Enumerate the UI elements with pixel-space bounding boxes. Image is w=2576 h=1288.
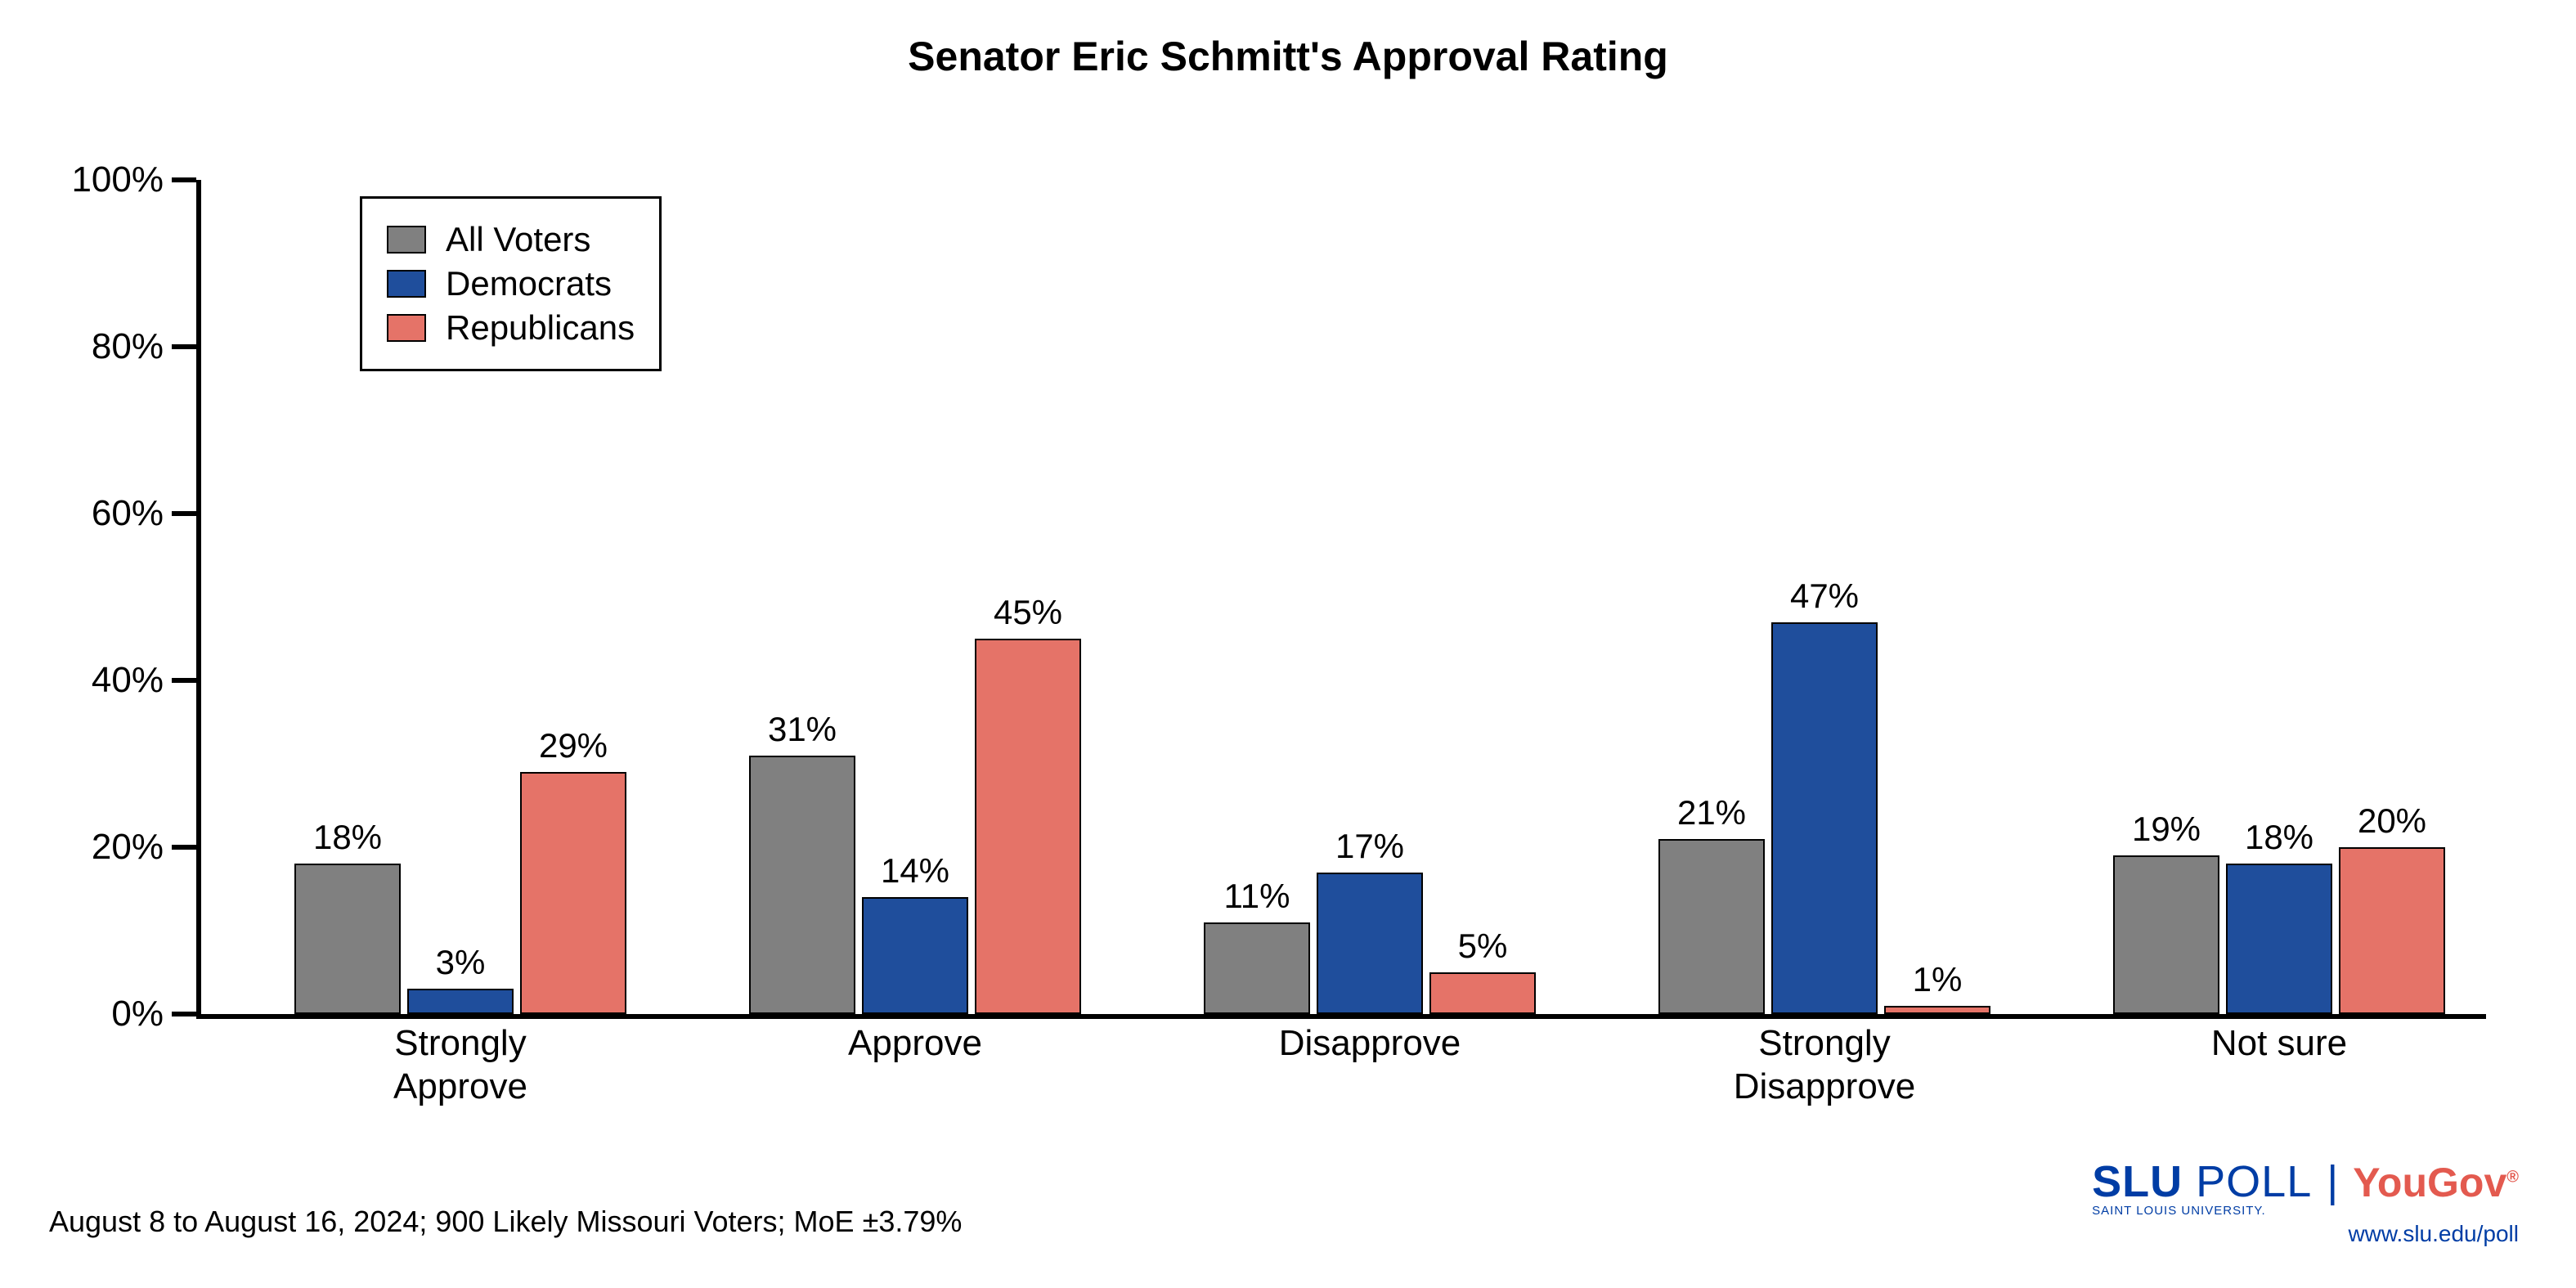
y-axis [196,180,201,1014]
yougov-text: YouGov [2353,1160,2506,1205]
bar-value-label: 47% [1773,577,1876,616]
legend-label: All Voters [446,220,590,259]
bar-value-label: 21% [1660,793,1763,832]
bar: 19% [2113,855,2219,1014]
bar: 47% [1771,622,1878,1014]
y-tick-label: 60% [0,493,164,534]
poll-word: POLL [2196,1157,2312,1206]
bar-value-label: 19% [2115,810,2218,849]
legend-swatch [387,270,426,298]
legend-swatch [387,226,426,254]
bar-value-label: 3% [409,943,512,982]
bar: 18% [2226,864,2332,1014]
category-label: Approve [700,1022,1130,1066]
y-tick [172,845,196,850]
y-tick-label: 100% [0,159,164,200]
y-tick [172,177,196,182]
bar: 3% [407,989,514,1014]
legend-label: Democrats [446,264,612,303]
yougov-logo: YouGov® [2353,1159,2519,1206]
yougov-reg-mark: ® [2506,1168,2519,1186]
branding-block: SLU POLL SAINT LOUIS UNIVERSITY. | YouGo… [2092,1156,2519,1247]
bar: 14% [862,897,968,1014]
x-axis [196,1014,2486,1019]
category-label: StronglyDisapprove [1609,1022,2040,1109]
chart-container: Senator Eric Schmitt's Approval Rating 0… [0,0,2576,1288]
brand-separator: | [2327,1156,2338,1207]
branding-top-row: SLU POLL SAINT LOUIS UNIVERSITY. | YouGo… [2092,1156,2519,1218]
bar: 45% [975,639,1081,1014]
category-label: Not sure [2064,1022,2494,1066]
legend-item: All Voters [387,220,635,259]
y-tick [172,1012,196,1016]
y-tick [172,678,196,683]
chart-legend: All Voters Democrats Republicans [360,196,662,371]
slu-word: SLU [2092,1157,2183,1206]
bar: 29% [520,772,626,1014]
category-label: Disapprove [1155,1022,1585,1066]
slu-poll-main: SLU POLL [2092,1160,2312,1204]
chart-title: Senator Eric Schmitt's Approval Rating [0,33,2576,80]
bar: 20% [2339,847,2445,1014]
bar: 5% [1429,972,1536,1014]
bar: 21% [1658,839,1765,1014]
bar: 31% [749,756,855,1014]
bar: 1% [1884,1006,1990,1014]
bar-value-label: 17% [1318,827,1421,866]
legend-swatch [387,314,426,342]
bar-group: 21%47%1% [1658,180,1990,1014]
brand-url: www.slu.edu/poll [2092,1221,2519,1247]
bar-group: 31%14%45% [749,180,1081,1014]
legend-item: Republicans [387,308,635,348]
chart-footnote: August 8 to August 16, 2024; 900 Likely … [49,1205,962,1239]
bar-value-label: 29% [522,726,625,765]
bar-group: 19%18%20% [2113,180,2445,1014]
category-label: StronglyApprove [245,1022,675,1109]
bar-value-label: 45% [976,593,1079,632]
bar-value-label: 1% [1886,960,1989,999]
y-tick-label: 0% [0,994,164,1034]
slu-poll-logo: SLU POLL SAINT LOUIS UNIVERSITY. [2092,1160,2312,1218]
y-tick [172,344,196,349]
y-tick-label: 20% [0,827,164,868]
slu-poll-subtitle: SAINT LOUIS UNIVERSITY. [2092,1204,2266,1218]
bar-group: 11%17%5% [1204,180,1536,1014]
y-tick-label: 40% [0,660,164,701]
bar-value-label: 20% [2340,801,2444,841]
legend-item: Democrats [387,264,635,303]
bar-value-label: 11% [1205,877,1308,916]
bar: 11% [1204,922,1310,1014]
bar-value-label: 14% [864,851,967,891]
y-tick [172,511,196,516]
bar: 18% [294,864,401,1014]
bar-value-label: 5% [1431,927,1534,966]
bar-value-label: 31% [751,710,854,749]
legend-label: Republicans [446,308,635,348]
bar-value-label: 18% [296,818,399,857]
bar-value-label: 18% [2228,818,2331,857]
y-tick-label: 80% [0,326,164,367]
bar: 17% [1317,873,1423,1014]
